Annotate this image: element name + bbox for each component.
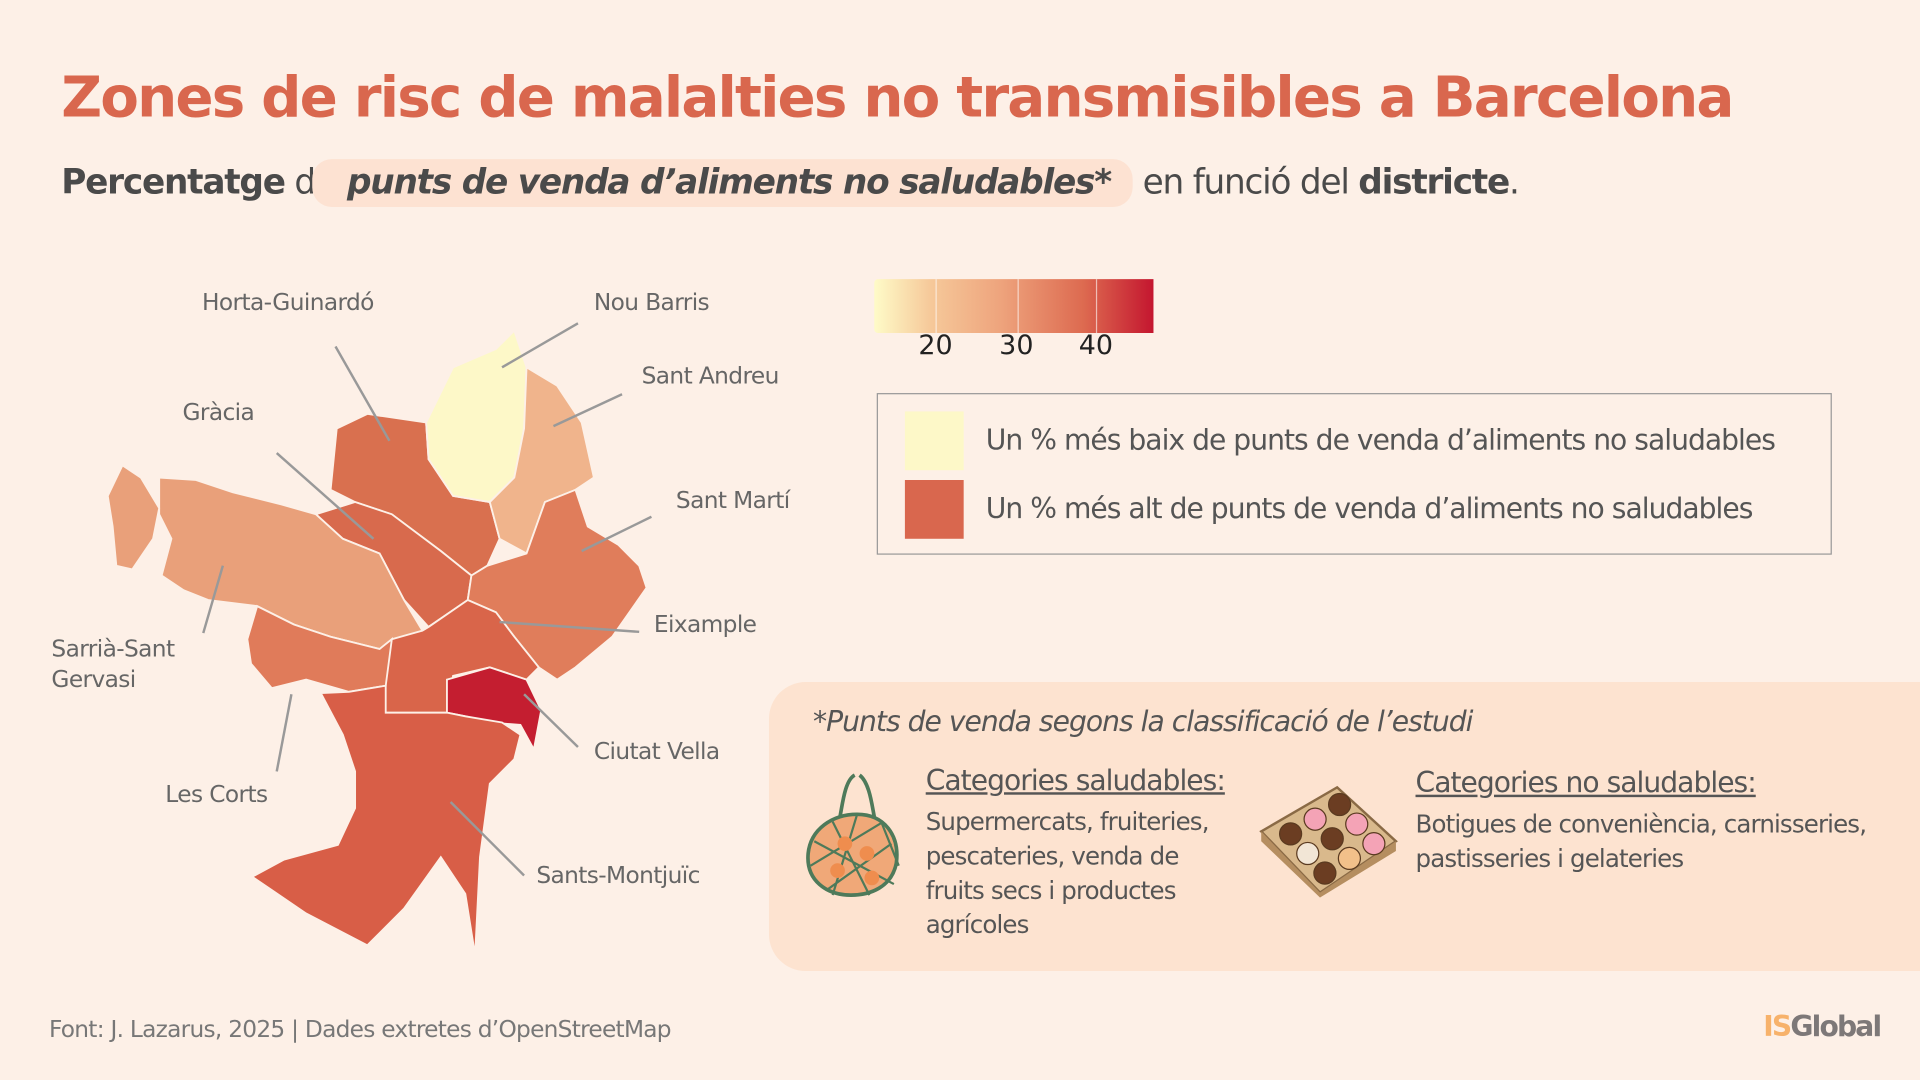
tick-label: 40: [1078, 330, 1114, 362]
note-title: *Punts de venda segons la classificació …: [813, 706, 1473, 739]
tick-mark: [1017, 279, 1019, 334]
label-line: Sarrià-Sant: [51, 635, 175, 663]
legend-item: Un % més baix de punts de venda d’alimen…: [904, 411, 1776, 471]
isglobal-logo: ISGlobal: [1763, 1011, 1882, 1044]
label-eixample: Eixample: [653, 611, 757, 638]
tick-mark: [1095, 279, 1098, 334]
color-scale-bar: [874, 279, 1154, 334]
label-nou-barris: Nou Barris: [593, 288, 710, 316]
label-sarria-sant-gervasi: Sarrià-Sant Gervasi: [51, 634, 175, 695]
source-footer: Font: J. Lazarus, 2025 | Dades extretes …: [48, 1016, 672, 1044]
label-sants-montjuic: Sants-Montjuïc: [536, 862, 700, 889]
tick-mark: [935, 279, 937, 334]
unhealthy-heading: Categories no saludables:: [1415, 767, 1757, 800]
subtitle: Percentatge de punts de venda d’aliments…: [61, 159, 1520, 207]
legend-item: Un % més alt de punts de venda d’aliment…: [904, 480, 1754, 539]
label-sant-andreu: Sant Andreu: [641, 362, 780, 390]
leader-lines: [202, 322, 652, 877]
logo-part: IS: [1763, 1011, 1792, 1044]
tick-label: 20: [918, 330, 953, 362]
healthy-text: Supermercats, fruiteries, pescateries, v…: [925, 806, 1210, 940]
page-title: Zones de risc de malalties no transmisib…: [61, 63, 1734, 130]
healthy-heading: Categories saludables:: [925, 765, 1226, 798]
tick-label: 30: [999, 330, 1034, 362]
district-nou-barris: [425, 328, 528, 504]
subtitle-part: Percentatge: [61, 161, 286, 203]
logo-part: Global: [1790, 1011, 1882, 1044]
district-sarria-sant-gervasi: [106, 463, 161, 571]
label-les-corts: Les Corts: [165, 781, 268, 809]
label-ciutat-vella: Ciutat Vella: [593, 738, 720, 766]
label-horta-guinardo: Horta-Guinardó: [202, 288, 374, 316]
subtitle-part: en funció del: [1132, 161, 1359, 203]
legend-label: Un % més baix de punts de venda d’alimen…: [985, 424, 1776, 457]
healthy-categories: Categories saludables: Supermercats, fru…: [925, 765, 1226, 941]
subtitle-part: .: [1509, 161, 1520, 203]
subtitle-highlight: punts de venda d’aliments no saludables*: [312, 159, 1133, 207]
label-sant-marti: Sant Martí: [675, 487, 790, 515]
district-sants-montjuic: [250, 684, 522, 956]
unhealthy-text: Botigues de conveniència, carnisseries, …: [1415, 809, 1867, 874]
label-line: Gervasi: [51, 666, 136, 694]
note-panel: *Punts de venda segons la classificació …: [768, 682, 1920, 972]
district-les-corts: [246, 604, 394, 693]
unhealthy-categories: Categories no saludables: Botigues de co…: [1416, 768, 1881, 876]
legend-swatch: [904, 480, 964, 539]
district-map: [106, 322, 652, 956]
grocery-bag-icon: [806, 773, 900, 897]
label-gracia: Gràcia: [182, 399, 255, 427]
subtitle-part: districte: [1358, 161, 1510, 203]
legend: Un % més baix de punts de venda d’alimen…: [876, 393, 1832, 555]
legend-swatch: [904, 411, 964, 471]
subtitle-part: punts de venda d’aliments no saludables*: [346, 161, 1112, 203]
donut-box-icon: [1259, 785, 1398, 898]
legend-label: Un % més alt de punts de venda d’aliment…: [985, 493, 1754, 526]
